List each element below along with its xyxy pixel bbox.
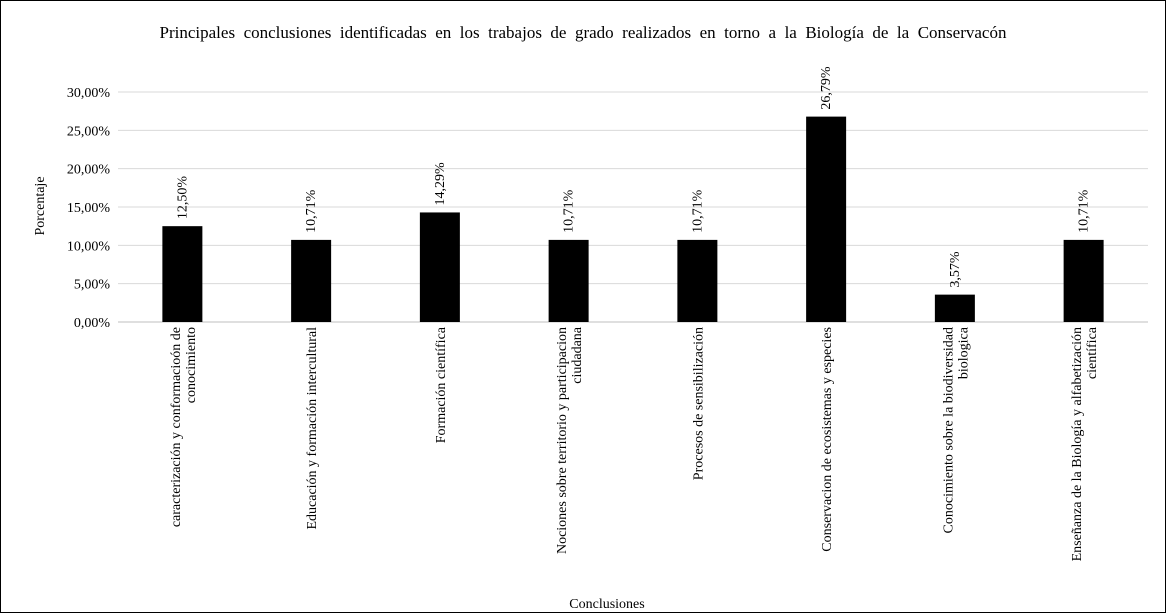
bar <box>806 116 847 322</box>
data-label: 14,29% <box>433 162 448 206</box>
data-label: 26,79% <box>819 66 834 110</box>
data-labels: 12,50% 10,71% 14,29% 10,71% 10,71% 26,79% 3,57… <box>175 66 1091 288</box>
data-label: 10,71% <box>562 189 577 233</box>
y-tick-label: 20,00% <box>67 163 111 178</box>
category-label: ciudadana <box>570 326 585 384</box>
data-label: 3,57% <box>948 251 963 288</box>
category-label: científica <box>1085 326 1100 379</box>
category-label: biologica <box>956 326 971 379</box>
category-label: Conservacion de ecosistemas y especies <box>820 327 835 552</box>
y-tick-label: 15,00% <box>67 201 111 216</box>
data-label: 10,71% <box>1077 189 1092 233</box>
bar <box>1063 239 1104 322</box>
bar <box>677 239 718 322</box>
y-tick-label: 25,00% <box>67 124 111 139</box>
bars <box>162 116 1104 322</box>
category-label: Educación y formación intercultural <box>305 327 320 530</box>
data-label: 10,71% <box>304 189 319 233</box>
y-tick-label: 0,00% <box>74 316 111 331</box>
category-label: Procesos de sensibilización <box>691 327 706 480</box>
y-tick-label: 30,00% <box>67 86 111 101</box>
gridlines <box>118 91 1148 323</box>
data-label: 12,50% <box>175 176 190 220</box>
y-tick-label: 5,00% <box>74 278 111 293</box>
y-axis-ticks: 0,00% 5,00% 10,00% 15,00% 20,00% 25,00% 30,00% <box>67 86 111 331</box>
bar <box>162 226 203 322</box>
category-label: Enseñanza de la Biología y alfabetizació… <box>1070 327 1085 561</box>
bar <box>419 212 460 322</box>
category-label: caracterización y conformacioón de <box>169 327 184 527</box>
x-axis-title: Conclusiones <box>569 597 644 612</box>
bar <box>291 239 332 322</box>
category-label: Conocimiento sobre la biodiversidad <box>941 327 956 533</box>
category-label: conocimiento <box>184 327 199 403</box>
category-labels: caracterización y conformacioón de conoci… <box>169 326 1100 561</box>
chart-title: Principales conclusiones identificadas e… <box>160 23 1007 42</box>
category-label: Nociones sobre territorio y participacio… <box>555 327 570 554</box>
y-axis-title: Porcentaje <box>33 176 48 235</box>
y-tick-label: 10,00% <box>67 239 111 254</box>
category-label: Formación científica <box>434 326 449 443</box>
bar <box>548 239 589 322</box>
bar <box>934 294 975 322</box>
data-label: 10,71% <box>690 189 705 233</box>
